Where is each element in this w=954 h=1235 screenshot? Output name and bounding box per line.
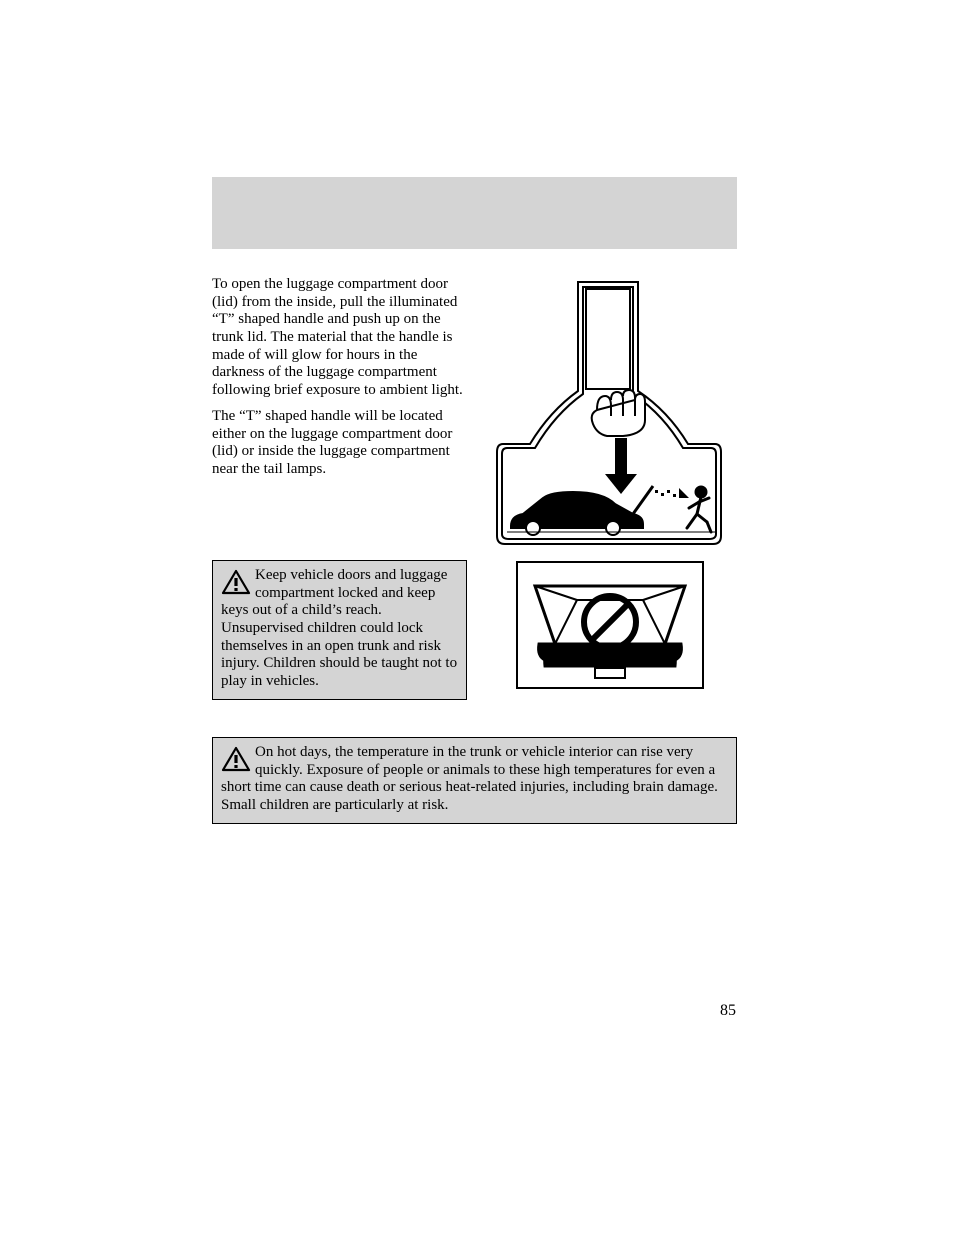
- no-play-in-trunk-figure: [515, 560, 705, 695]
- document-page: To open the luggage compartment door (li…: [0, 0, 954, 1235]
- figure-column: [485, 276, 730, 556]
- warning-text: Keep vehicle doors and luggage compartme…: [221, 567, 458, 691]
- warning-box: Keep vehicle doors and luggage compartme…: [212, 560, 467, 700]
- warning-triangle-icon: [221, 746, 251, 777]
- warning-box: On hot days, the temperature in the trun…: [212, 737, 737, 824]
- warning-text: On hot days, the temperature in the trun…: [221, 744, 728, 815]
- section-warning-heat: On hot days, the temperature in the trun…: [212, 737, 737, 824]
- t-handle-figure: [493, 276, 725, 556]
- body-text-column: To open the luggage compartment door (li…: [212, 276, 467, 556]
- section-warning-children: Keep vehicle doors and luggage compartme…: [212, 560, 737, 700]
- page-number: 85: [720, 1002, 736, 1020]
- figure-column: [485, 560, 730, 700]
- section-trunk-release: To open the luggage compartment door (li…: [212, 276, 737, 556]
- paragraph: The “T” shaped handle will be located ei…: [212, 408, 467, 479]
- paragraph: To open the luggage compartment door (li…: [212, 276, 467, 400]
- header-band: [212, 177, 737, 249]
- warning-triangle-icon: [221, 569, 251, 600]
